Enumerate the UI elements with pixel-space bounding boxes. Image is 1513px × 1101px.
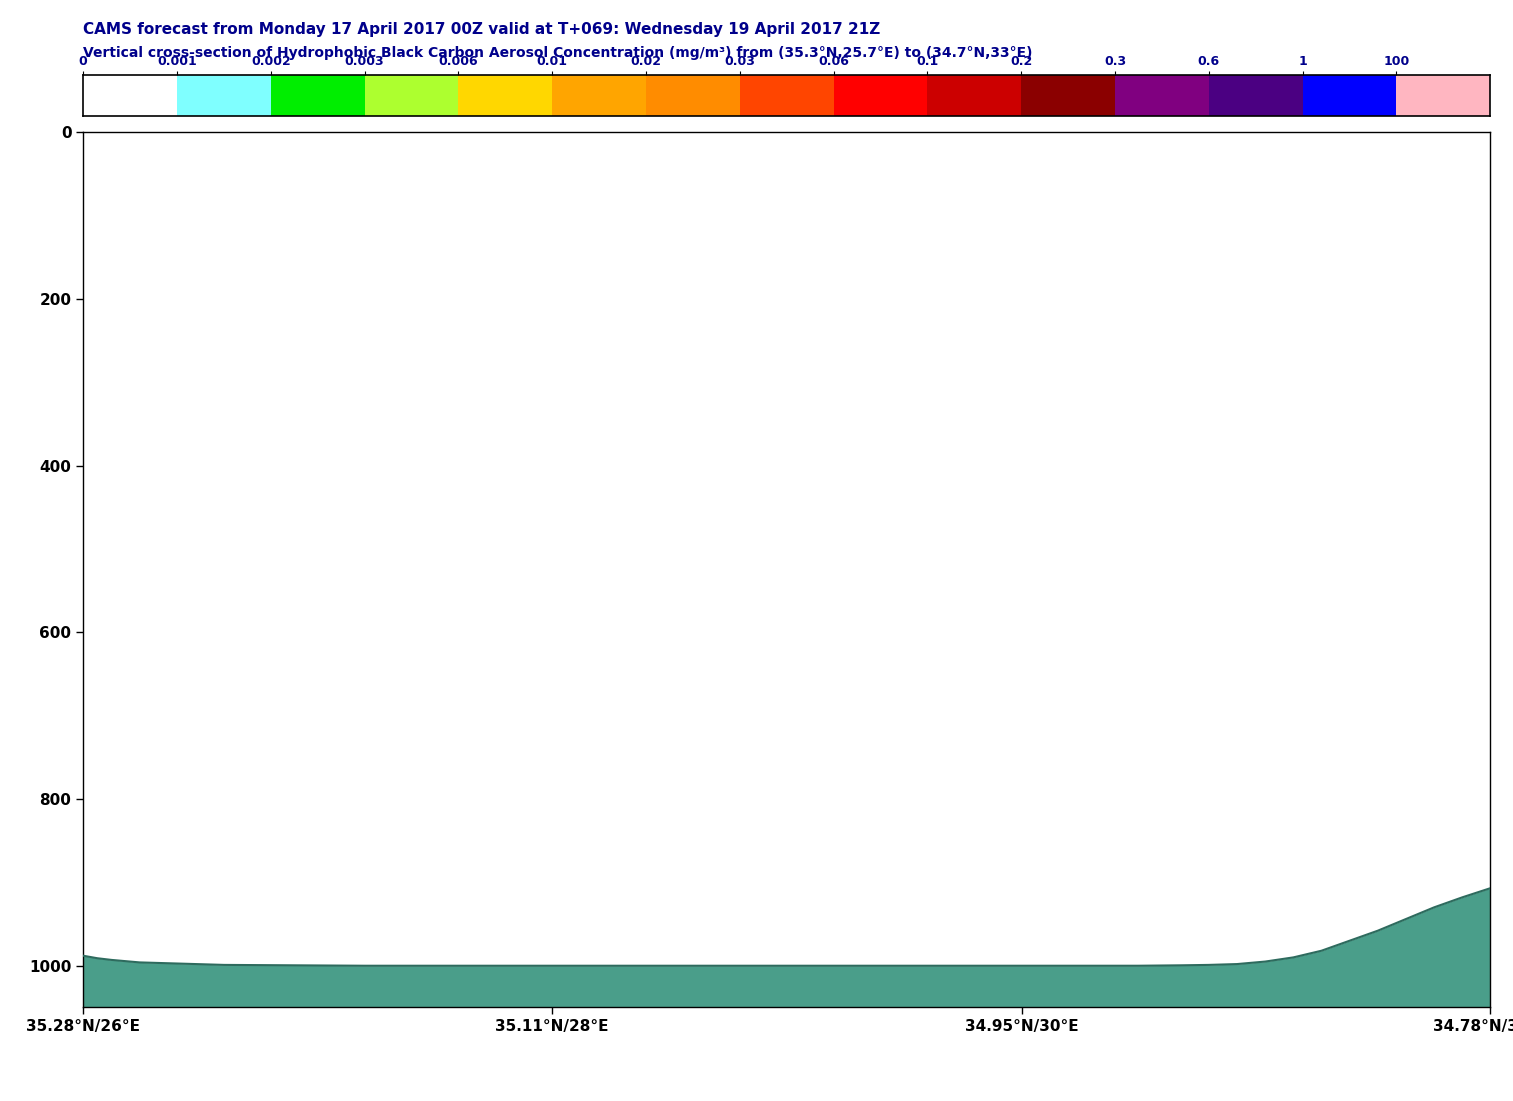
Bar xyxy=(740,75,834,116)
Bar xyxy=(1021,75,1115,116)
Bar xyxy=(1209,75,1303,116)
Bar xyxy=(271,75,365,116)
Text: Vertical cross-section of Hydrophobic Black Carbon Aerosol Concentration (mg/m³): Vertical cross-section of Hydrophobic Bl… xyxy=(83,46,1033,61)
Bar xyxy=(1115,75,1209,116)
Bar xyxy=(83,75,177,116)
Bar xyxy=(365,75,458,116)
Bar xyxy=(552,75,646,116)
Bar xyxy=(1396,75,1490,116)
Text: CAMS forecast from Monday 17 April 2017 00Z valid at T+069: Wednesday 19 April 2: CAMS forecast from Monday 17 April 2017 … xyxy=(83,22,881,37)
Bar xyxy=(458,75,552,116)
Bar xyxy=(1303,75,1396,116)
Bar xyxy=(646,75,740,116)
Bar xyxy=(927,75,1021,116)
Bar xyxy=(834,75,927,116)
Bar xyxy=(177,75,271,116)
